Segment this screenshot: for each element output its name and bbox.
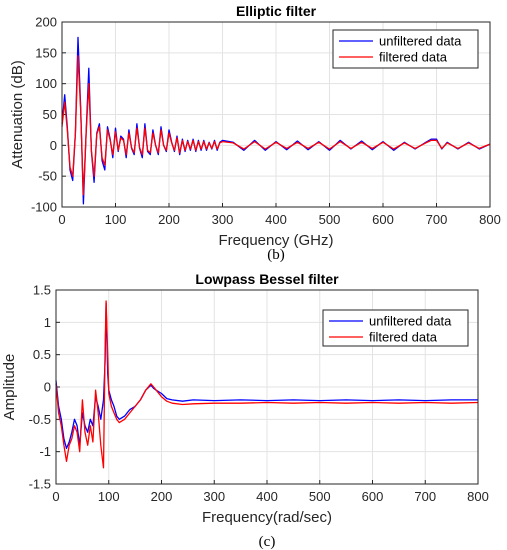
x-tick-label: 800 (479, 212, 501, 227)
x-axis-label: Frequency(rad/sec) (202, 509, 332, 526)
legend-label: unfiltered data (379, 34, 462, 49)
legend-box (332, 29, 479, 69)
y-tick-label: 0 (50, 138, 57, 153)
y-tick-label: 0 (44, 380, 51, 395)
x-tick-label: 400 (256, 489, 278, 504)
chart-0: 0 100 200 300 400 500 600 700 800 -100 -50 0 50 100 15… (9, 3, 501, 263)
x-tick-label: 500 (319, 212, 341, 227)
series-line-1 (61, 55, 491, 196)
x-tick-label: 400 (265, 212, 287, 227)
axes-box (55, 289, 479, 485)
y-tick-label: 1.5 (33, 283, 51, 298)
y-tick-label: -50 (38, 169, 57, 184)
legend-label: filtered data (369, 330, 438, 345)
y-tick-label: -1 (39, 444, 51, 459)
axes-box (61, 21, 491, 208)
x-tick-label: 600 (372, 212, 394, 227)
chart-1: 0 100 200 300 400 500 600 700 800 -1.5 -1 -0.5 0 0.5 1… (1, 271, 489, 550)
legend-label: unfiltered data (369, 314, 452, 329)
y-tick-label: 200 (35, 15, 57, 30)
x-tick-label: 300 (203, 489, 225, 504)
y-tick-label: -100 (31, 200, 57, 215)
legend-label: filtered data (379, 50, 448, 65)
y-tick-label: 1 (44, 315, 51, 330)
x-tick-label: 100 (105, 212, 127, 227)
chart-title: Elliptic filter (236, 3, 317, 19)
x-tick-label: 200 (158, 212, 180, 227)
x-tick-label: 600 (362, 489, 384, 504)
x-tick-label: 100 (98, 489, 120, 504)
legend-box (322, 309, 469, 347)
x-tick-label: 0 (58, 212, 65, 227)
x-tick-label: 800 (467, 489, 489, 504)
y-tick-label: 50 (43, 107, 57, 122)
x-tick-label: 0 (52, 489, 59, 504)
series-line-0 (55, 302, 478, 450)
y-axis-label: Amplitude (1, 354, 18, 421)
x-tick-label: 500 (309, 489, 331, 504)
x-axis-label: Frequency (GHz) (218, 232, 333, 249)
y-axis-label: Attenuation (dB) (9, 60, 26, 168)
x-tick-label: 700 (426, 212, 448, 227)
chart-title: Lowpass Bessel filter (195, 271, 339, 287)
y-tick-label: 0.5 (33, 347, 51, 362)
y-tick-label: 150 (35, 45, 57, 60)
figure-caption: (c) (259, 534, 276, 550)
y-tick-label: -0.5 (29, 412, 51, 427)
x-tick-label: 200 (151, 489, 173, 504)
figure-caption: (b) (267, 247, 285, 263)
x-tick-label: 700 (414, 489, 436, 504)
series-line-1 (55, 300, 479, 469)
y-tick-label: 100 (35, 76, 57, 91)
x-tick-label: 300 (212, 212, 234, 227)
y-tick-label: -1.5 (29, 477, 51, 492)
